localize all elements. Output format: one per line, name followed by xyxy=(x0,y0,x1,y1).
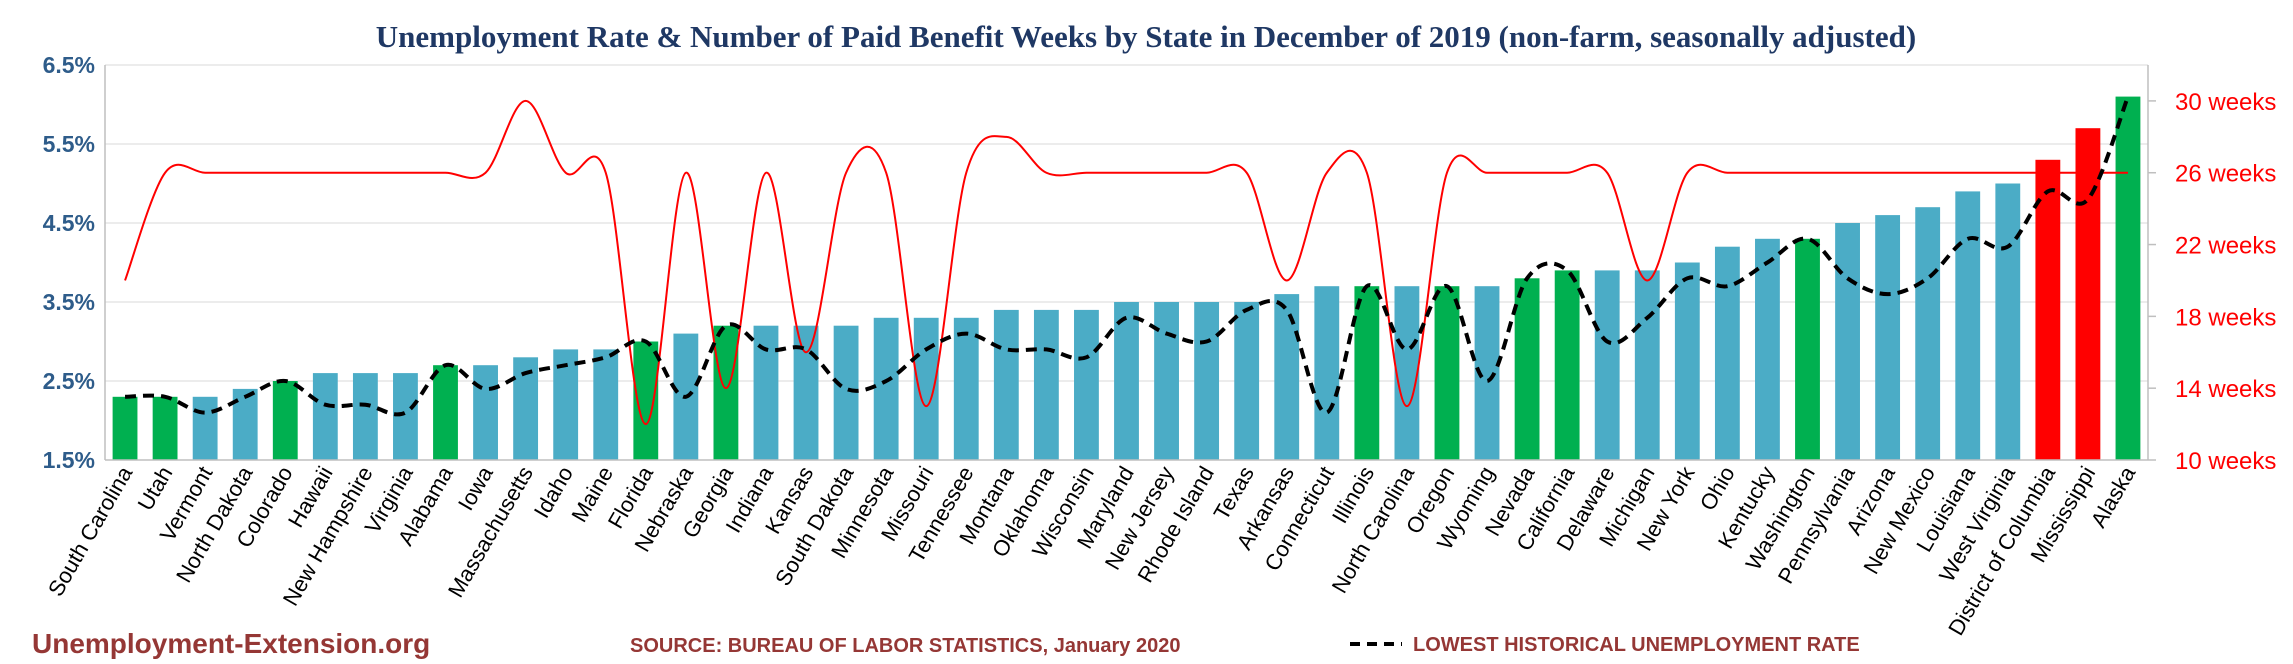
site-name: Unemployment-Extension.org xyxy=(32,628,430,659)
line-series xyxy=(124,95,2130,426)
bar-missouri xyxy=(913,317,939,460)
paid-benefit-weeks-line xyxy=(124,99,2128,426)
bar-connecticut xyxy=(1314,286,1340,460)
bar-vermont xyxy=(192,396,218,460)
bar-maryland xyxy=(1114,302,1139,460)
bar-montana xyxy=(993,309,1019,460)
y-right-tick-label: 26 weeks xyxy=(2175,161,2276,188)
bar-new-york xyxy=(1674,262,1700,460)
x-tick-label: South Carolina xyxy=(43,461,138,600)
y-right-tick-label: 22 weeks xyxy=(2175,233,2276,260)
bar-south-carolina xyxy=(112,396,138,460)
bar-pennsylvania xyxy=(1835,223,1860,460)
bar-oklahoma xyxy=(1033,309,1059,460)
bar-nevada xyxy=(1514,278,1540,460)
y-left-tick-label: 1.5% xyxy=(43,447,95,473)
bar-new-jersey xyxy=(1154,302,1179,460)
bar-alaska xyxy=(2115,96,2141,460)
y-left-tick-label: 3.5% xyxy=(43,289,95,315)
chart-title: Unemployment Rate & Number of Paid Benef… xyxy=(376,19,1916,54)
bar-mississippi xyxy=(2075,128,2101,460)
bar-ohio xyxy=(1714,246,1740,460)
y-left-tick-label: 6.5% xyxy=(43,52,95,78)
bar-illinois xyxy=(1354,286,1380,460)
bar-district-of-columbia xyxy=(2035,159,2061,461)
bar-virginia xyxy=(393,373,418,460)
left-y-axis: 1.5% 2.5% 3.5% 4.5% 5.5% 6.5% xyxy=(43,52,106,473)
y-left-tick-label: 5.5% xyxy=(43,131,95,157)
y-right-tick-label: 18 weeks xyxy=(2175,304,2276,331)
bar-series xyxy=(112,96,2141,461)
y-left-tick-label: 2.5% xyxy=(43,368,95,394)
y-right-tick-label: 14 weeks xyxy=(2175,376,2276,403)
bar-michigan xyxy=(1634,270,1660,460)
bar-colorado xyxy=(272,381,298,460)
bar-wisconsin xyxy=(1074,309,1099,460)
bar-north-carolina xyxy=(1394,286,1420,460)
y-right-tick-label: 10 weeks xyxy=(2175,448,2276,475)
bar-california xyxy=(1554,270,1580,460)
y-left-tick-label: 4.5% xyxy=(43,210,95,236)
bar-tennessee xyxy=(953,317,979,460)
bar-utah xyxy=(152,396,178,460)
bar-hawaii xyxy=(312,373,338,460)
bar-louisiana xyxy=(1955,191,1981,460)
y-right-tick-label: 30 weeks xyxy=(2175,89,2276,116)
source-note: SOURCE: BUREAU OF LABOR STATISTICS, Janu… xyxy=(630,635,1180,657)
bar-west-virginia xyxy=(1995,183,2021,460)
bar-south-dakota xyxy=(833,325,859,460)
bar-rhode-island xyxy=(1194,302,1220,460)
bar-alabama xyxy=(433,365,458,460)
bar-iowa xyxy=(473,365,498,460)
bar-new-mexico xyxy=(1915,207,1941,460)
bar-georgia xyxy=(713,325,739,460)
footer: Unemployment-Extension.org SOURCE: BUREA… xyxy=(32,628,1860,659)
bar-oregon xyxy=(1434,286,1460,460)
bar-maine xyxy=(593,349,619,460)
bar-arizona xyxy=(1875,215,1901,460)
bar-delaware xyxy=(1594,270,1620,460)
bar-arkansas xyxy=(1274,294,1300,460)
bar-indiana xyxy=(753,325,779,460)
bar-new-hampshire xyxy=(352,373,378,460)
right-y-axis: 10 weeks 14 weeks 18 weeks 22 weeks 26 weeks… xyxy=(2147,65,2276,475)
lowest-historical-rate-line xyxy=(124,95,2130,417)
legend-label: LOWEST HISTORICAL UNEMPLOYMENT RATE xyxy=(1413,634,1860,656)
bar-minnesota xyxy=(873,317,899,460)
bar-kentucky xyxy=(1755,238,1780,460)
bar-texas xyxy=(1234,302,1260,460)
bar-washington xyxy=(1795,238,1820,460)
